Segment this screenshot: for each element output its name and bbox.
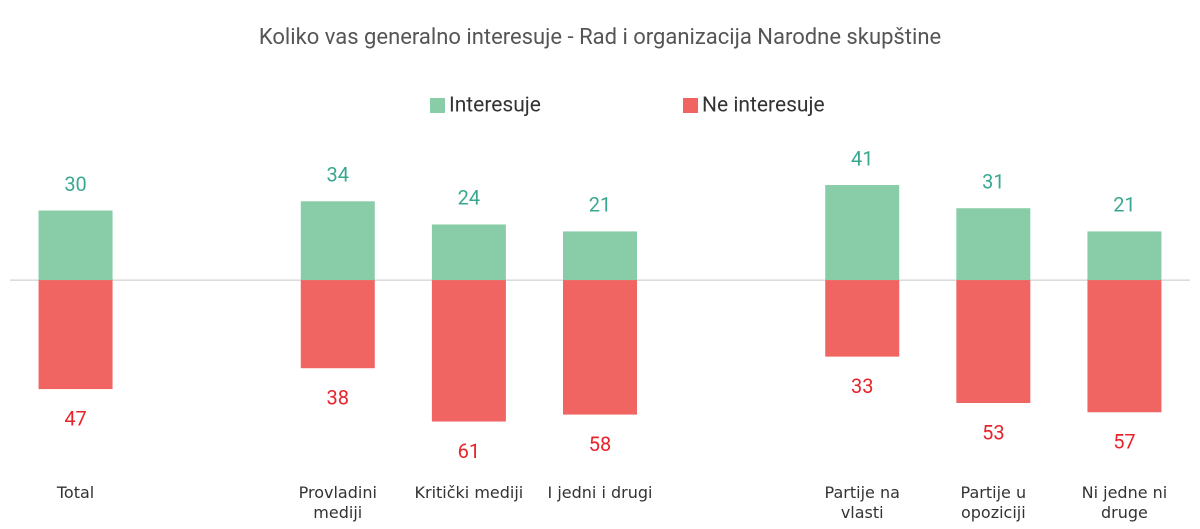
value-label: 61 <box>458 439 480 463</box>
bar <box>300 280 375 369</box>
value-label: 38 <box>327 385 349 409</box>
bar <box>300 201 375 281</box>
value-label: 31 <box>982 170 1004 194</box>
legend-label: Ne interesuje <box>702 94 825 118</box>
x-tick-label: Ni jedne ni druge <box>1081 483 1168 522</box>
x-tick-label: Partije u opoziciji <box>960 483 1027 522</box>
legend-swatch <box>683 98 698 113</box>
bar <box>563 280 637 415</box>
value-label: 24 <box>458 186 480 210</box>
bar <box>563 231 637 281</box>
value-label: 53 <box>982 420 1004 444</box>
value-label: 21 <box>1113 193 1135 217</box>
value-label: 58 <box>589 432 611 456</box>
value-label: 34 <box>327 163 349 187</box>
x-tick-label: I jedni i drugi <box>547 483 653 502</box>
value-label: 57 <box>1113 430 1135 454</box>
bar <box>956 280 1031 403</box>
value-label: 30 <box>64 172 86 196</box>
chart-title: Koliko vas generalno interesuje - Rad i … <box>259 25 941 50</box>
bar <box>431 280 506 422</box>
bar <box>1087 280 1162 413</box>
value-label: 47 <box>64 406 86 430</box>
bar <box>38 280 113 390</box>
value-label: 41 <box>851 146 873 170</box>
legend-label: Interesuje <box>449 94 541 118</box>
bar <box>825 185 900 281</box>
bar <box>956 208 1031 281</box>
bar <box>38 210 113 281</box>
legend-swatch <box>430 98 445 113</box>
bar <box>1087 231 1162 281</box>
x-tick-label: Total <box>56 483 95 502</box>
x-tick-label: Kritički mediji <box>414 483 524 502</box>
bar <box>431 224 506 281</box>
x-tick-label: Provladini mediji <box>298 483 377 522</box>
x-tick-label: Partije na vlasti <box>824 483 900 522</box>
bar <box>825 280 900 357</box>
value-label: 33 <box>851 374 873 398</box>
value-label: 21 <box>589 193 611 217</box>
